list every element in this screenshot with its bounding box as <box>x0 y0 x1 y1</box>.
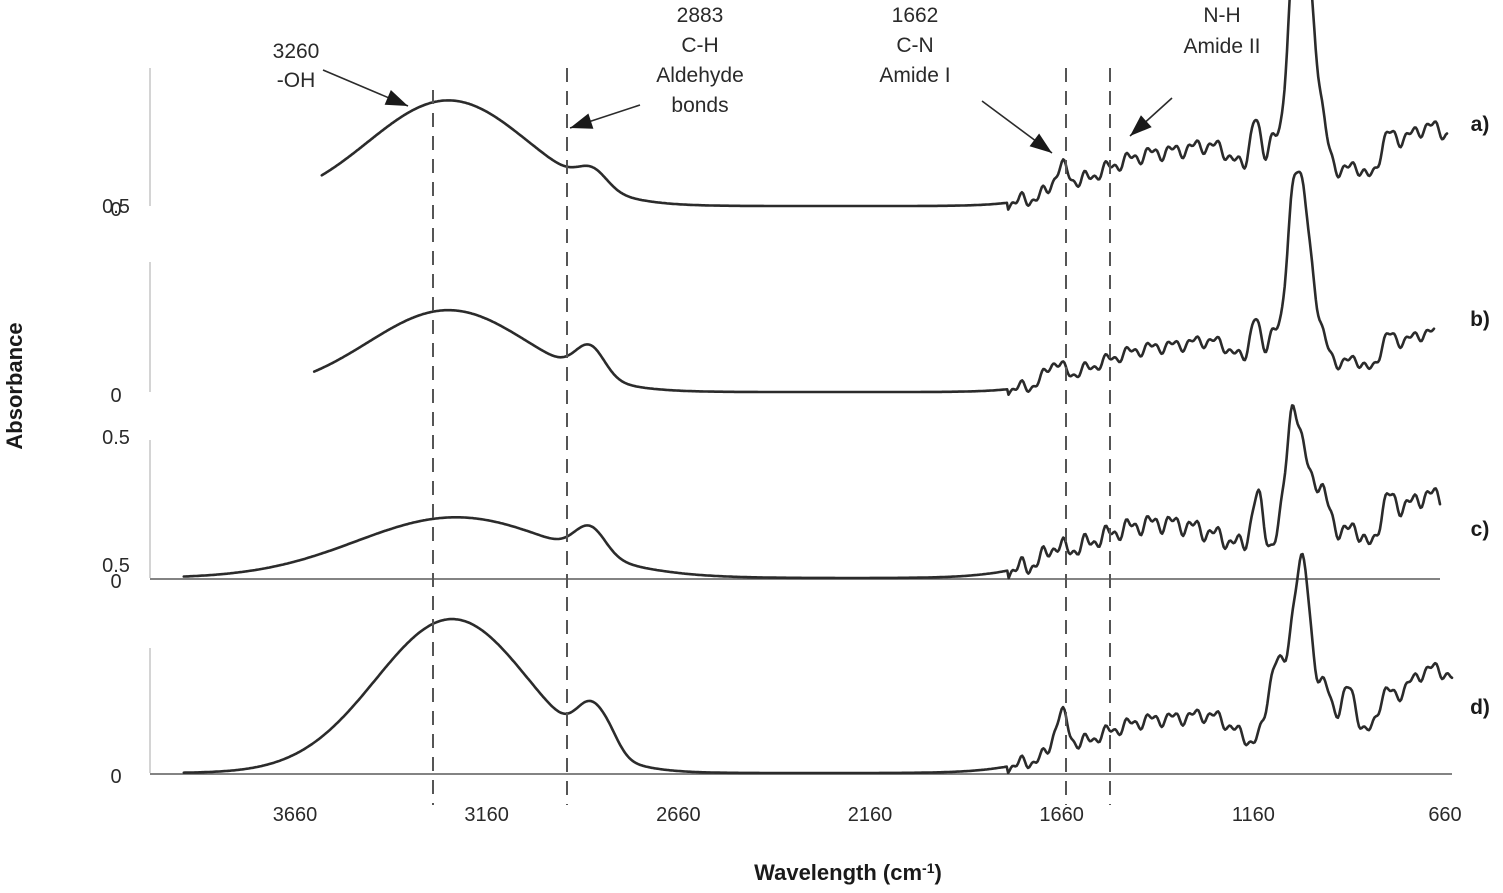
annotation-text: Amide I <box>879 64 950 87</box>
x-axis: 3660 3160 2660 2160 1660 1160 660 <box>273 804 1462 826</box>
arrow-head <box>1130 115 1152 136</box>
y-tick-label: 0.5 <box>102 427 130 449</box>
x-tick-label: 3160 <box>464 804 509 826</box>
x-tick-label: 3660 <box>273 804 318 826</box>
y-tick-label: 0.5 <box>102 555 130 577</box>
panel-label: c) <box>1471 518 1490 541</box>
x-axis-title-close: ) <box>935 860 942 885</box>
y-tick-label: 0.5 <box>102 196 130 218</box>
panel-c: 00.5c) <box>102 404 1490 593</box>
panel-b: 00.5b) <box>102 170 1490 407</box>
y-tick-label: 0 <box>110 385 121 407</box>
x-tick-label: 2160 <box>848 804 893 826</box>
y-tick-label: 0 <box>110 571 121 593</box>
arrow-head <box>570 113 594 129</box>
annotation-text: Aldehyde <box>656 64 744 87</box>
annotation-text: bonds <box>671 94 728 117</box>
annotation-4: N-H Amide II <box>1129 4 1261 137</box>
y-tick-label: 0 <box>110 766 121 788</box>
panel-label: a) <box>1471 113 1490 136</box>
spectrum-line <box>182 552 1454 775</box>
y-tick-label: 0 <box>110 199 121 221</box>
x-axis-title-text: Wavelength (cm <box>754 860 922 885</box>
x-tick-label: 2660 <box>656 804 701 826</box>
annotation-text: C-H <box>681 34 718 57</box>
x-tick-label: 1160 <box>1232 804 1275 826</box>
arrow-head <box>384 90 408 106</box>
panel-d: 00.5d) <box>102 552 1490 788</box>
spectrum-line <box>182 404 1442 580</box>
annotation-2: 2883 C-H Aldehyde bonds <box>569 4 744 129</box>
panel-label: d) <box>1470 696 1490 719</box>
annotation-1: 3260 -OH <box>273 40 409 107</box>
annotation-text: -OH <box>277 69 316 92</box>
panel-a: 00.5a) <box>110 0 1490 221</box>
marker-lines <box>432 68 1111 805</box>
annotation-layer: 3260 -OH 2883 C-H Aldehyde bonds 1662 C-N Amide … <box>273 4 1261 154</box>
y-axis-title: Absorbance <box>2 322 27 449</box>
x-tick-label: 660 <box>1428 804 1461 826</box>
panels-layer: 00.5a)00.5b)00.5c)00.5d) <box>102 0 1490 788</box>
annotation-text: C-N <box>896 34 933 57</box>
spectrum-line <box>320 0 1449 211</box>
annotation-text: 1662 <box>892 4 939 27</box>
x-tick-label: 1660 <box>1039 804 1084 826</box>
annotation-3: 1662 C-N Amide I <box>879 4 1053 154</box>
panel-label: b) <box>1470 308 1490 331</box>
spectrum-line <box>312 170 1436 396</box>
annotation-text: Amide II <box>1183 35 1260 58</box>
x-axis-title-superscript: -1 <box>922 860 935 876</box>
annotation-text: 3260 <box>273 40 320 63</box>
x-axis-title: Wavelength (cm-1) <box>754 860 942 885</box>
annotation-text: N-H <box>1203 4 1240 27</box>
arrow-head <box>1029 133 1052 153</box>
annotation-text: 2883 <box>677 4 724 27</box>
